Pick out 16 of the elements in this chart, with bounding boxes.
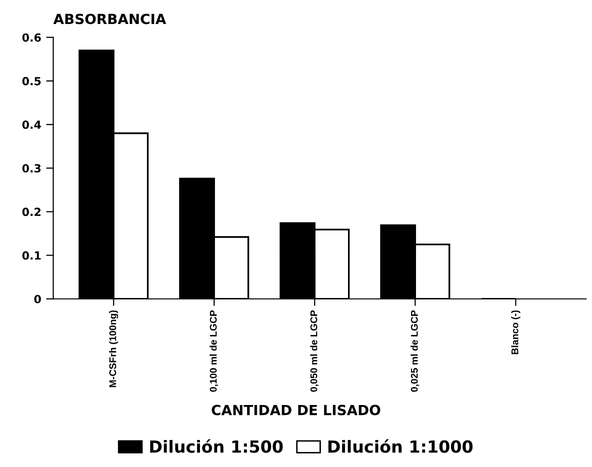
x-tick-label: 0,100 ml de LGCP: [210, 310, 218, 392]
x-axis-title: CANTIDAD DE LISADO: [212, 404, 380, 416]
x-tick-label: 0,050 ml de LGCP: [310, 310, 319, 392]
y-tick-label: 0.3: [22, 164, 41, 172]
y-axis-title: ABSORBANCIA: [53, 14, 166, 24]
y-tick-label: 0.1: [22, 251, 41, 260]
y-tick-label: 0.4: [22, 120, 41, 129]
y-tick-label: 0: [34, 294, 41, 304]
y-tick-label: 0.5: [22, 76, 41, 86]
y-tick-label: 0.6: [22, 33, 41, 42]
legend-label: Dilución 1:500: [150, 439, 283, 453]
y-tick-label: 0.2: [22, 208, 41, 216]
x-tick-label: 0,025 ml de LGCP: [410, 310, 420, 392]
legend-label: Dilución 1:1000: [328, 439, 473, 453]
x-tick-label: M-CSFrh (100ng): [109, 310, 118, 388]
x-tick-label: Blanco (-): [511, 310, 520, 354]
